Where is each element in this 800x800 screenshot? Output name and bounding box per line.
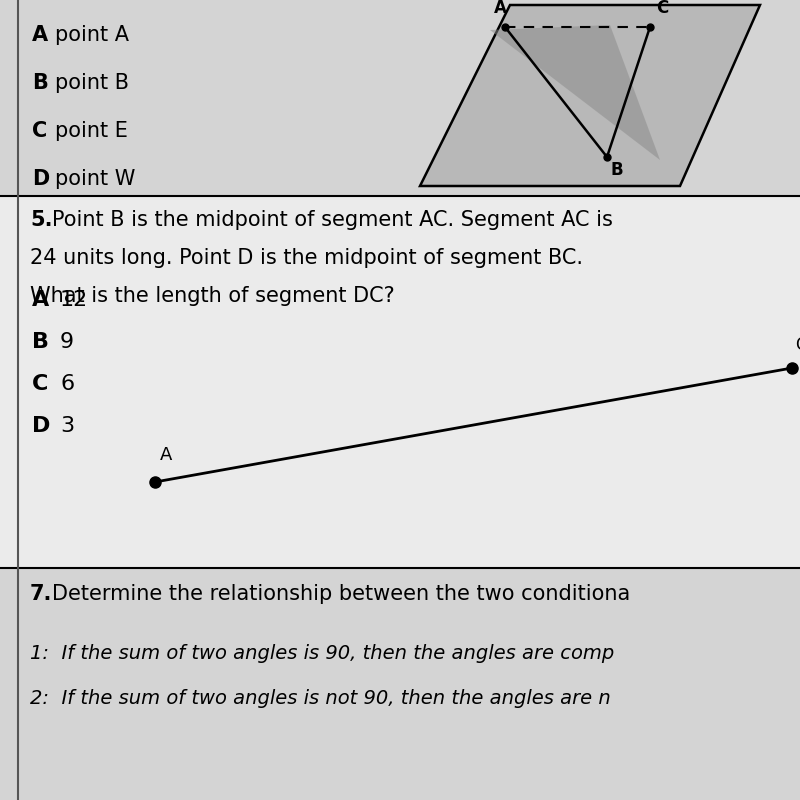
Text: C: C xyxy=(32,121,47,141)
Text: C: C xyxy=(32,374,48,394)
Text: point E: point E xyxy=(55,121,128,141)
Text: Determine the relationship between the two conditiona: Determine the relationship between the t… xyxy=(52,584,630,604)
Text: A: A xyxy=(32,290,50,310)
Text: D: D xyxy=(32,416,50,436)
Text: B: B xyxy=(610,161,623,179)
Text: C: C xyxy=(795,336,800,354)
Text: 7.: 7. xyxy=(30,584,52,604)
Text: A: A xyxy=(494,0,506,17)
Text: 5.: 5. xyxy=(30,210,53,230)
Text: point A: point A xyxy=(55,25,129,45)
Text: B: B xyxy=(32,73,48,93)
Text: 2:  If the sum of two angles is not 90, then the angles are n: 2: If the sum of two angles is not 90, t… xyxy=(30,689,610,708)
Text: point B: point B xyxy=(55,73,129,93)
Text: Point B is the midpoint of segment AC. Segment AC is: Point B is the midpoint of segment AC. S… xyxy=(52,210,613,230)
Text: D: D xyxy=(32,169,50,189)
Text: 3: 3 xyxy=(60,416,74,436)
Polygon shape xyxy=(420,5,760,186)
Text: point W: point W xyxy=(55,169,135,189)
Text: C: C xyxy=(656,0,668,17)
Text: B: B xyxy=(32,332,49,352)
Text: A: A xyxy=(160,446,172,464)
Bar xyxy=(0,196,800,568)
Text: 24 units long. Point D is the midpoint of segment BC.: 24 units long. Point D is the midpoint o… xyxy=(30,248,583,268)
Text: 12: 12 xyxy=(60,290,88,310)
Text: 9: 9 xyxy=(60,332,74,352)
Polygon shape xyxy=(490,25,660,160)
Text: What is the length of segment DC?: What is the length of segment DC? xyxy=(30,286,394,306)
Bar xyxy=(0,568,800,800)
Text: A: A xyxy=(32,25,48,45)
Text: 6: 6 xyxy=(60,374,74,394)
Bar xyxy=(0,0,800,196)
Text: 1:  If the sum of two angles is 90, then the angles are comp: 1: If the sum of two angles is 90, then … xyxy=(30,644,614,663)
